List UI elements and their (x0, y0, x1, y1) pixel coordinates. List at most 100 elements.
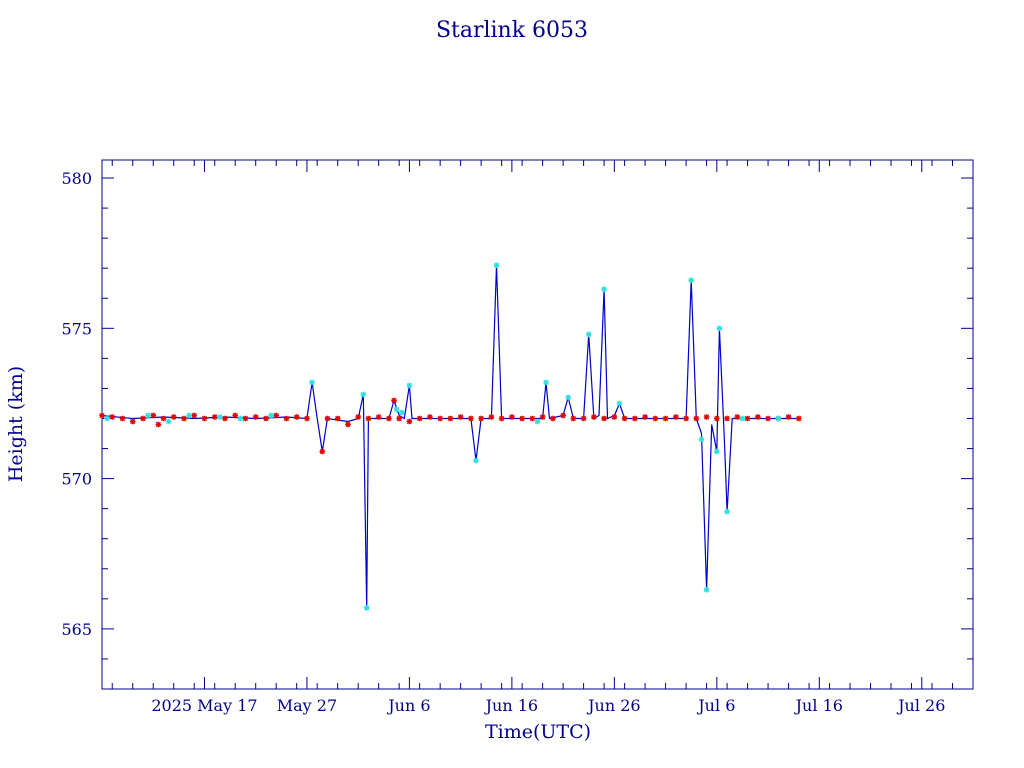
cyan-marker (739, 415, 746, 422)
red-marker (191, 412, 198, 419)
red-marker (334, 415, 341, 422)
cyan-marker (775, 415, 782, 422)
x-tick-label: Jun 16 (484, 696, 538, 715)
red-marker (99, 412, 105, 419)
cyan-marker (268, 412, 274, 419)
cyan-marker (703, 587, 710, 593)
red-marker (242, 415, 249, 422)
y-tick-label: 580 (61, 169, 92, 188)
red-marker (755, 414, 761, 420)
cyan-marker (714, 448, 720, 455)
cyan-marker (406, 382, 413, 389)
cyan-marker (165, 418, 172, 425)
red-marker (693, 415, 700, 422)
y-tick-label: 570 (61, 470, 92, 489)
x-tick-label: May 27 (277, 696, 337, 715)
red-marker (406, 418, 413, 425)
cyan-marker (145, 412, 151, 419)
red-marker (232, 412, 239, 419)
cyan-marker (543, 379, 549, 386)
red-marker (160, 415, 167, 422)
red-marker (662, 415, 669, 422)
red-marker (427, 414, 433, 420)
y-tick-label: 575 (61, 319, 92, 338)
red-marker (119, 415, 126, 422)
cyan-marker (565, 394, 572, 401)
red-marker (509, 414, 515, 420)
x-axis: 2025 May 17 May 27 Jun 6 Jun 16 Jun 26 Jul 6 J… (111, 160, 954, 715)
x-tick-label: Jul 6 (696, 696, 735, 715)
x-tick-label: Jul 26 (896, 696, 945, 715)
red-marker (396, 415, 402, 422)
y-axis-label: Height (km) (5, 366, 27, 482)
red-marker (150, 412, 157, 419)
red-marker (714, 415, 720, 422)
chart-title: Starlink 6053 (436, 18, 588, 43)
red-marker (683, 415, 689, 422)
red-marker (652, 415, 659, 422)
x-tick-label: Jul 16 (794, 696, 843, 715)
red-marker (355, 414, 361, 420)
red-marker (155, 421, 162, 428)
x-tick-label: 2025 May 17 (151, 696, 257, 715)
red-marker (273, 412, 279, 419)
cyan-marker (601, 286, 607, 293)
cyan-marker (493, 262, 500, 268)
red-marker (601, 415, 607, 422)
red-marker (796, 415, 802, 422)
height-trace-line (101, 265, 799, 608)
red-marker (539, 414, 546, 420)
red-marker (591, 414, 597, 420)
red-marker (642, 414, 648, 420)
red-marker (391, 397, 397, 404)
red-marker (386, 415, 392, 422)
cyan-marker (534, 418, 541, 425)
cyan-marker (309, 379, 315, 386)
cyan-marker (688, 277, 695, 284)
red-marker (222, 415, 228, 422)
red-marker (324, 415, 331, 422)
red-marker (293, 414, 300, 420)
cyan-marker (217, 414, 223, 420)
red-marker (283, 415, 290, 422)
red-marker (765, 415, 771, 422)
cyan-marker (237, 415, 244, 422)
cyan-marker (716, 325, 723, 332)
plot-frame (101, 159, 974, 690)
red-marker (488, 414, 495, 420)
red-marker (478, 415, 484, 422)
cyan-marker (360, 391, 367, 398)
red-marker (140, 415, 146, 422)
x-axis-label: Time(UTC) (485, 721, 591, 743)
y-axis: 565 570 575 580 (61, 169, 973, 690)
x-tick-label: Jun 6 (386, 696, 430, 715)
red-marker (263, 415, 269, 422)
cyan-marker (104, 415, 110, 422)
cyan-marker (724, 508, 730, 515)
cyan-marker (585, 331, 592, 338)
red-marker (785, 414, 792, 420)
red-marker (447, 415, 454, 422)
red-marker (375, 414, 382, 420)
red-marker (211, 414, 218, 420)
red-marker (550, 415, 556, 422)
red-marker (519, 415, 525, 422)
red-marker (345, 421, 351, 428)
cyan-marker (363, 605, 370, 611)
red-marker (457, 414, 464, 420)
red-marker (529, 415, 536, 422)
red-marker (304, 415, 310, 422)
red-marker (437, 415, 443, 422)
red-marker (632, 415, 638, 422)
red-marker (416, 415, 423, 422)
red-marker (724, 415, 730, 422)
cyan-marker (398, 409, 405, 416)
red-marker (109, 414, 116, 420)
red-marker (673, 414, 679, 420)
red-marker (703, 414, 710, 420)
red-marker (181, 415, 187, 422)
red-marker (734, 414, 741, 420)
cyan-marker (473, 457, 479, 464)
red-marker (744, 415, 751, 422)
